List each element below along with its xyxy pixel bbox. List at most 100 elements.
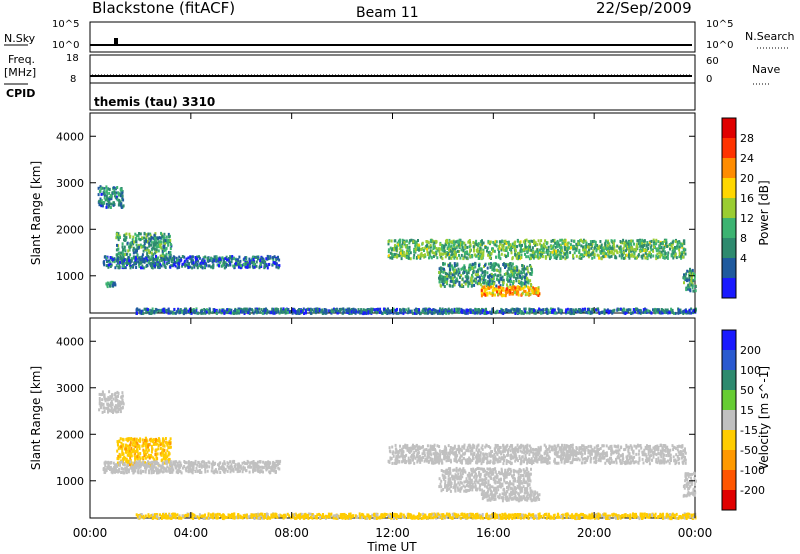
echo-cell [507,245,510,249]
echo-cell [461,242,464,246]
echo-cell [139,469,142,473]
echo-cell [680,254,682,258]
echo-cell [153,236,156,240]
echo-cell [233,465,236,468]
echo-cell [504,249,507,252]
echo-cell [453,245,456,249]
echo-cell [154,448,157,452]
echo-cell [406,250,409,254]
echo-cell [122,401,124,405]
echo-cell [165,252,168,256]
echo-cell [122,198,125,202]
echo-cell [580,238,582,242]
echo-cell [482,278,485,282]
echo-cell [157,236,160,240]
echo-cell [277,310,280,314]
echo-cell [183,465,186,468]
echo-cell [387,248,390,252]
echo-cell [140,266,142,270]
echo-cell [203,460,205,464]
echo-cell [107,406,110,410]
echo-cell [441,267,444,271]
echo-cell [178,311,181,314]
echo-cell [640,254,643,258]
echo-cell [693,272,696,276]
echo-cell [442,282,445,286]
echo-cell [637,311,640,314]
echo-cell [108,403,110,407]
echo-cell [659,242,662,246]
echo-cell [563,244,566,248]
nave-tick-top: 60 [706,56,719,67]
echo-cell [115,397,118,401]
echo-cell [603,308,606,312]
echo-cell [123,248,126,252]
echo-cell [456,256,459,260]
echo-cell [577,310,580,314]
nsky-spike [114,38,118,44]
echo-cell [525,284,527,288]
echo-cell [690,279,693,283]
echo-cell [206,469,209,473]
echo-cell [128,446,131,450]
echo-cell [144,461,146,465]
echo-cell [143,231,146,235]
echo-cell [267,460,270,464]
echo-cell [519,241,521,245]
echo-cell [131,238,134,242]
echo-cell [177,469,180,472]
echo-cell [272,256,275,260]
echo-cell [126,252,129,256]
echo-cell [148,443,151,447]
echo-cell [463,280,466,284]
echo-cell [492,268,495,272]
echo-cell [422,254,425,257]
echo-cell [513,272,516,276]
echo-cell [119,446,122,450]
echo-cell [110,405,113,408]
echo-cell [140,236,143,240]
echo-cell [488,291,491,295]
echo-cell [505,292,508,296]
echo-cell [193,265,196,269]
echo-cell [581,307,584,311]
echo-cell [136,307,139,311]
echo-cell [554,311,557,315]
echo-cell [533,253,536,257]
echo-cell [370,307,373,311]
echo-cell [681,253,684,256]
echo-cell [469,240,471,244]
echo-cell [263,260,266,263]
echo-cell [209,259,212,262]
echo-cell [486,266,489,270]
echo-cell [257,310,260,314]
echo-cell [667,310,670,314]
echo-cell [253,467,256,470]
echo-cell [594,240,597,244]
echo-cell [632,249,635,253]
nsky-panel [89,21,696,53]
echo-cell [111,467,114,471]
echo-cell [624,256,627,260]
echo-cell [142,469,144,473]
echo-cell [139,452,142,455]
echo-cell [490,275,493,279]
echo-cell [384,310,387,314]
echo-cell [489,265,492,269]
echo-cell [477,280,480,284]
echo-cell [187,309,190,313]
echo-cell [230,260,233,264]
echo-cell [453,308,456,312]
echo-cell [122,248,125,252]
echo-cell [121,391,124,395]
echo-cell [545,250,548,254]
echo-cell [471,281,474,285]
echo-cell [585,251,588,255]
echo-cell [261,311,264,315]
echo-cell [417,255,420,259]
echo-cell [407,256,410,260]
echo-cell [243,312,246,315]
echo-cell [344,308,347,312]
echo-cell [597,247,600,251]
echo-cell [482,270,485,274]
